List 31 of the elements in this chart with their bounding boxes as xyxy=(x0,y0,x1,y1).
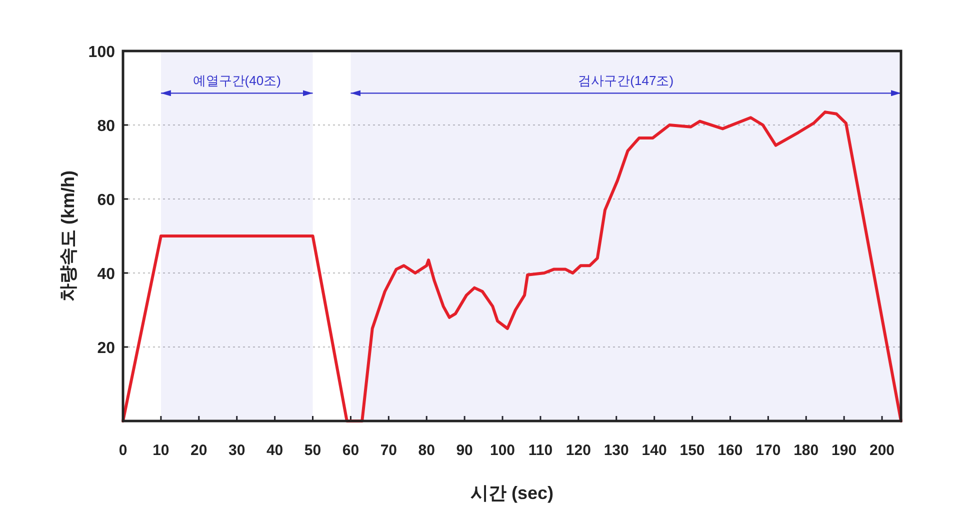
x-tick-label: 170 xyxy=(756,442,781,459)
x-tick-label: 200 xyxy=(870,442,895,459)
x-tick-label: 90 xyxy=(456,442,473,459)
x-tick-label: 100 xyxy=(490,442,516,459)
x-tick-label: 120 xyxy=(566,442,591,459)
x-tick-label: 70 xyxy=(380,442,397,459)
y-tick-label: 60 xyxy=(97,192,116,209)
x-tick-label: 130 xyxy=(604,442,629,459)
x-tick-label: 30 xyxy=(228,442,246,459)
x-tick-label: 10 xyxy=(152,442,170,459)
y-tick-label: 100 xyxy=(88,44,116,61)
x-tick-label: 0 xyxy=(118,442,128,459)
x-axis-title: 시간 (sec) xyxy=(470,483,554,503)
x-tick-label: 190 xyxy=(832,442,857,459)
x-tick-label: 80 xyxy=(418,442,435,459)
y-tick-label: 80 xyxy=(97,118,116,135)
x-tick-label: 160 xyxy=(718,442,743,459)
band-label: 검사구간(147조) xyxy=(578,73,674,88)
y-tick-label: 40 xyxy=(97,266,116,283)
x-tick-label: 140 xyxy=(642,442,667,459)
x-tick-label: 20 xyxy=(190,442,208,459)
x-tick-label: 50 xyxy=(304,442,322,459)
x-tick-label: 150 xyxy=(680,442,705,459)
line-series xyxy=(122,110,902,422)
x-tick-label: 40 xyxy=(266,442,284,459)
x-tick-label: 110 xyxy=(528,442,553,459)
band-label: 예열구간(40조) xyxy=(192,73,281,88)
y-axis-title: 차량속도 (km/h) xyxy=(58,170,78,302)
y-tick-label: 20 xyxy=(97,340,116,357)
x-tick-label: 60 xyxy=(342,442,360,459)
x-tick-label: 180 xyxy=(794,442,819,459)
